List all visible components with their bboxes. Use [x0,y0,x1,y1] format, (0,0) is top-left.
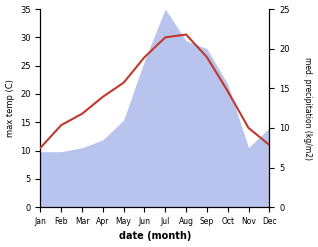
X-axis label: date (month): date (month) [119,231,191,242]
Y-axis label: max temp (C): max temp (C) [5,79,15,137]
Y-axis label: med. precipitation (kg/m2): med. precipitation (kg/m2) [303,57,313,160]
